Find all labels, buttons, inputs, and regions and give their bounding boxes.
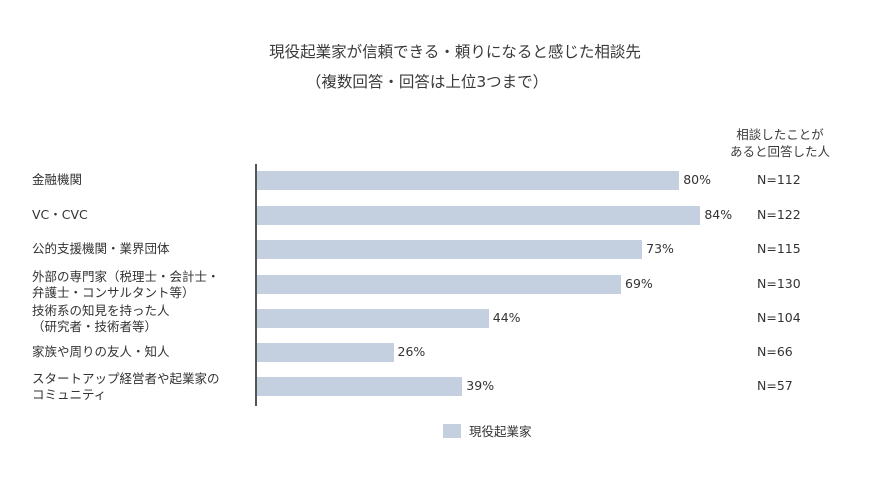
y-axis-line — [255, 164, 257, 406]
category-label: 技術系の知見を持った人 （研究者・技術者等） — [32, 303, 254, 335]
bar — [256, 171, 680, 190]
category-label: 外部の専門家（税理士・会計士・ 弁護士・コンサルタント等） — [32, 269, 254, 301]
category-label: 公的支援機関・業界団体 — [32, 241, 254, 257]
n-count: N=112 — [757, 172, 801, 187]
category-label-line: 外部の専門家（税理士・会計士・ — [32, 269, 220, 284]
bar — [256, 240, 643, 259]
chart-title: 現役起業家が信頼できる・頼りになると感じた相談先 — [269, 43, 641, 61]
value-label: 80% — [683, 172, 711, 187]
n-header-line2: あると回答した人 — [729, 144, 830, 159]
n-count: N=130 — [757, 276, 801, 291]
category-label-line: 弁護士・コンサルタント等） — [32, 285, 195, 300]
value-label: 26% — [397, 344, 426, 359]
bar — [256, 343, 394, 362]
bar — [256, 206, 701, 225]
n-count: N=66 — [757, 344, 793, 359]
category-label: VC・CVC — [32, 207, 254, 223]
bar — [256, 309, 489, 328]
n-header-line1: 相談したことが — [736, 127, 824, 142]
category-label-line: VC・CVC — [32, 207, 88, 222]
category-label: スタートアップ経営者や起業家の コミュニティ — [32, 371, 254, 403]
value-label: 39% — [466, 378, 495, 393]
category-label-line: （研究者・技術者等） — [32, 319, 158, 334]
value-label: 84% — [704, 207, 733, 222]
n-count: N=115 — [757, 241, 801, 256]
category-label: 家族や周りの友人・知人 — [32, 344, 254, 360]
legend: 現役起業家 — [443, 421, 532, 440]
n-count: N=57 — [757, 378, 793, 393]
category-label-line: 金融機関 — [32, 172, 83, 187]
bar — [256, 377, 463, 396]
bar-row: 外部の専門家（税理士・会計士・ 弁護士・コンサルタント等） 69% N=130 — [0, 269, 870, 300]
bar-row: 技術系の知見を持った人 （研究者・技術者等） 44% N=104 — [0, 303, 870, 334]
value-label: 73% — [646, 241, 674, 256]
n-count: N=104 — [757, 310, 801, 325]
legend-swatch — [443, 423, 461, 438]
category-label: 金融機関 — [32, 172, 254, 188]
bar-row: スタートアップ経営者や起業家の コミュニティ 39% N=57 — [0, 371, 870, 402]
n-column-header: 相談したことが あると回答した人 — [722, 126, 838, 160]
value-label: 69% — [625, 276, 653, 291]
value-label: 44% — [492, 310, 521, 325]
category-label-line: コミュニティ — [32, 387, 107, 402]
category-label-line: 家族や周りの友人・知人 — [32, 344, 170, 359]
bar-row: VC・CVC 84% N=122 — [0, 206, 870, 225]
bar-row: 金融機関 80% N=112 — [0, 171, 870, 190]
category-label-line: 公的支援機関・業界団体 — [32, 241, 170, 256]
bar-row: 家族や周りの友人・知人 26% N=66 — [0, 343, 870, 362]
category-label-line: 技術系の知見を持った人 — [32, 303, 170, 318]
bar-row: 公的支援機関・業界団体 73% N=115 — [0, 240, 870, 259]
bar — [256, 275, 621, 294]
n-count: N=122 — [757, 207, 801, 222]
legend-label: 現役起業家 — [469, 424, 532, 439]
category-label-line: スタートアップ経営者や起業家の — [32, 371, 220, 386]
chart-subtitle: （複数回答・回答は上位3つまで） — [305, 73, 549, 91]
